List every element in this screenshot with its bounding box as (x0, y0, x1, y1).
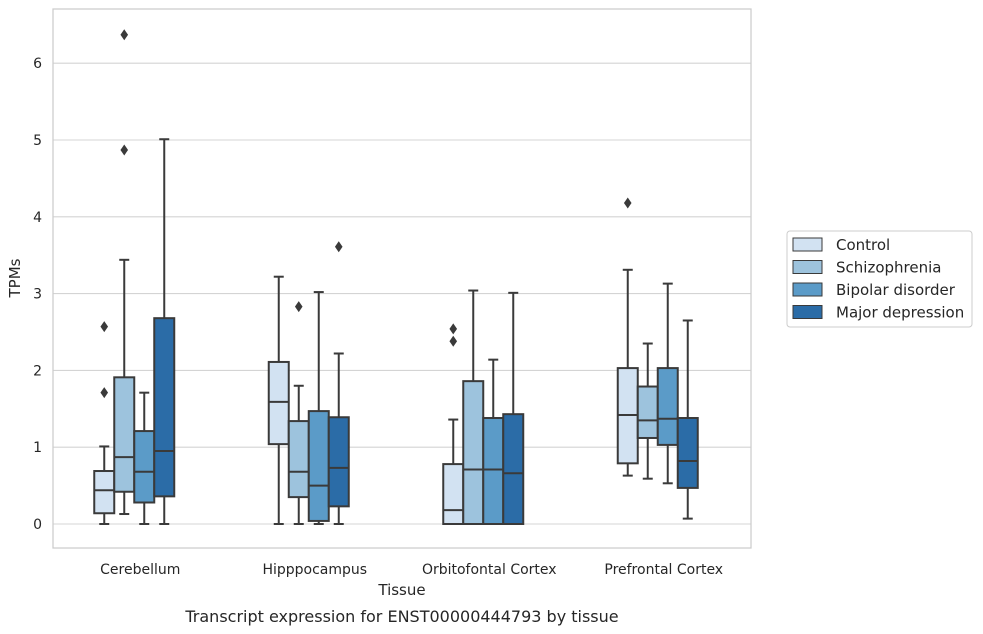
box-body (113, 376, 136, 493)
box (287, 301, 310, 525)
x-tick-labels: Cerebellum Hipppocampus Orbitofontal Corte… (100, 562, 723, 578)
box-body (153, 317, 176, 498)
box-groups (93, 29, 699, 526)
legend-entry: Control (836, 236, 890, 254)
box-body (442, 463, 465, 526)
legend-swatch (792, 282, 823, 297)
legend-swatch (792, 305, 823, 319)
x-tick-label: Prefrontal Cortex (604, 562, 723, 578)
box-body (636, 385, 659, 439)
y-tick-label: 3 (33, 287, 42, 303)
y-tick-label: 5 (33, 133, 42, 149)
plot-frame (52, 8, 752, 549)
box (93, 321, 116, 525)
y-tick-labels: 0 1 2 3 4 5 6 (33, 56, 42, 533)
y-tick-label: 1 (33, 440, 42, 456)
box (307, 291, 330, 525)
box-group (442, 289, 525, 526)
box (616, 197, 639, 477)
box-body (93, 470, 116, 515)
box (153, 138, 176, 525)
box-body (502, 413, 525, 525)
box (656, 282, 679, 485)
y-tick-label: 0 (33, 517, 42, 533)
x-tick-label: Hipppocampus (262, 562, 367, 578)
box-body (482, 417, 505, 525)
y-tick-label: 2 (33, 363, 42, 379)
box-body (462, 380, 485, 526)
outlier-point (100, 321, 109, 333)
box-group (93, 29, 176, 525)
box-body (327, 416, 350, 508)
x-tick-label: Cerebellum (100, 562, 180, 578)
box (462, 289, 485, 526)
outlier-point (120, 144, 129, 156)
box (133, 391, 156, 525)
legend: Control Schizophrenia Bipolar disorder Majo… (786, 230, 973, 328)
box (502, 291, 525, 525)
legend-entry: Major depression (836, 304, 964, 322)
x-tick-label: Orbitofontal Cortex (422, 562, 557, 578)
legend-swatch (792, 260, 823, 274)
box-body (307, 410, 330, 522)
box (327, 241, 350, 525)
chart-caption: Transcript expression for ENST0000044479… (184, 607, 618, 626)
outlier-point (120, 29, 129, 41)
box-group (616, 197, 699, 520)
legend-entry: Bipolar disorder (836, 281, 956, 299)
y-tick-label: 6 (33, 56, 42, 72)
legend-entry: Schizophrenia (836, 259, 941, 277)
outlier-point (100, 387, 109, 399)
x-axis-label: Tissue (377, 581, 425, 599)
box-body (656, 367, 679, 446)
outlier-point (449, 335, 458, 347)
outlier-point (294, 301, 303, 313)
outlier-point (449, 323, 458, 335)
box-body (133, 430, 156, 504)
box (676, 319, 699, 520)
box-body (287, 420, 310, 499)
legend-swatch (792, 237, 823, 252)
box-group (267, 241, 350, 525)
box-body (267, 360, 290, 446)
y-axis-label: TPMs (6, 258, 24, 298)
y-tick-label: 4 (33, 210, 42, 226)
box-body (676, 417, 699, 489)
outlier-point (334, 241, 343, 253)
outlier-point (623, 197, 632, 209)
box (267, 275, 290, 525)
legend-frame (786, 230, 973, 328)
